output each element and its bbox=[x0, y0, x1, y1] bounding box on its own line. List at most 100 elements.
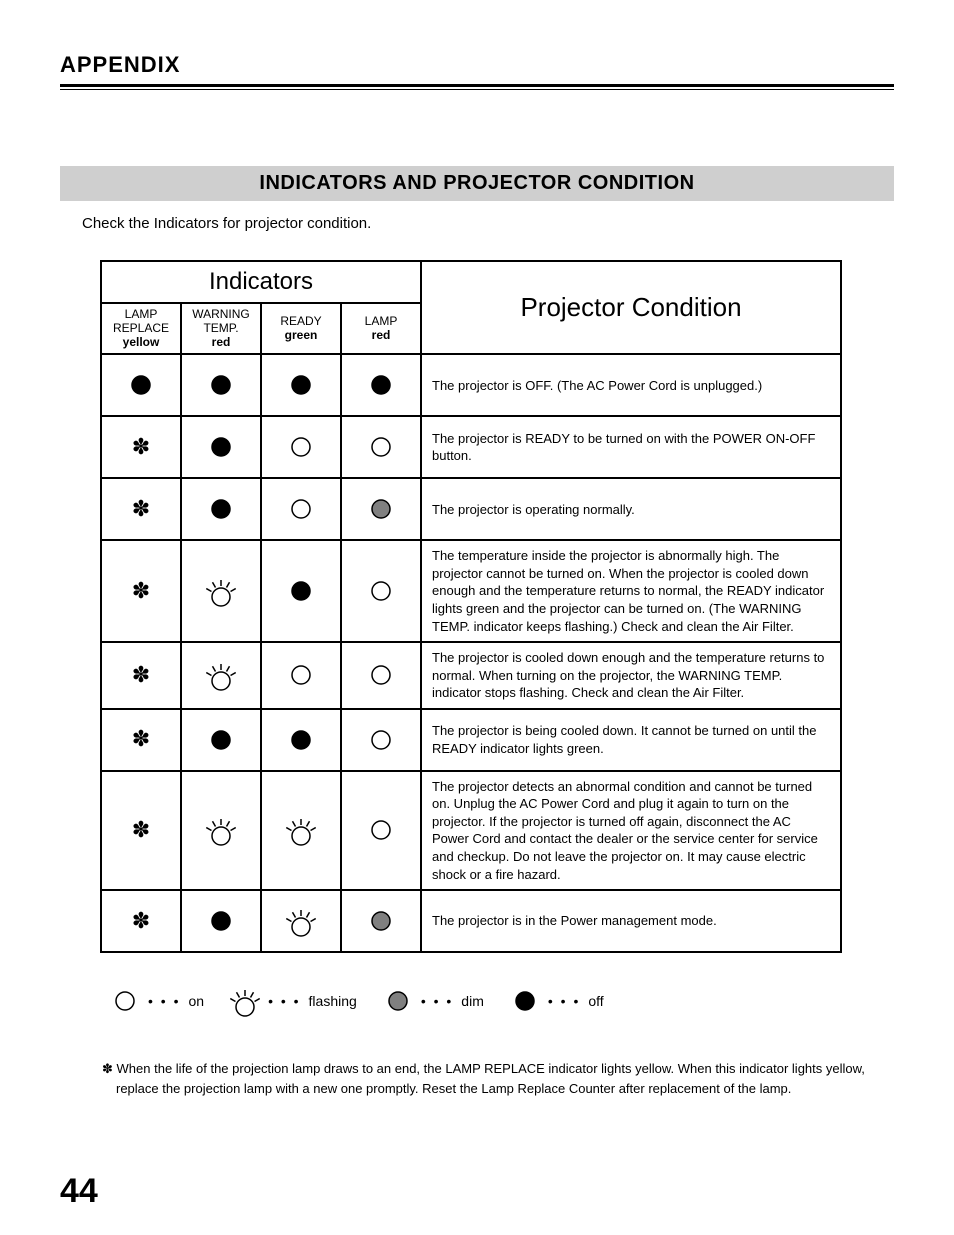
indicator-cell bbox=[341, 354, 421, 416]
asterisk-icon: ✽ bbox=[132, 726, 150, 751]
asterisk-icon: ✽ bbox=[132, 434, 150, 459]
column-header: READYgreen bbox=[261, 303, 341, 354]
solid-icon bbox=[126, 373, 156, 397]
condition-cell: The projector is OFF. (The AC Power Cord… bbox=[421, 354, 841, 416]
solid-icon bbox=[366, 373, 396, 397]
open-icon bbox=[366, 435, 396, 459]
dim-icon bbox=[366, 497, 396, 521]
legend-item: • • • on bbox=[110, 989, 204, 1013]
column-header: LAMPred bbox=[341, 303, 421, 354]
indicator-cell: ✽ bbox=[101, 709, 181, 771]
open-icon bbox=[366, 728, 396, 752]
table-row: ✽The projector is cooled down enough and… bbox=[101, 642, 841, 709]
condition-heading: Projector Condition bbox=[421, 261, 841, 354]
legend-item: • • • dim bbox=[383, 989, 484, 1013]
indicator-cell bbox=[261, 771, 341, 890]
indicator-cell bbox=[261, 478, 341, 540]
intro-text: Check the Indicators for projector condi… bbox=[82, 215, 894, 232]
solid-icon bbox=[206, 373, 236, 397]
table-row: ✽ The projector is operating normally. bbox=[101, 478, 841, 540]
indicator-cell bbox=[181, 890, 261, 952]
flashing-icon bbox=[206, 573, 236, 609]
legend: • • • on • • •flashing • • • dim • • • off bbox=[110, 983, 894, 1019]
indicator-cell bbox=[181, 540, 261, 642]
solid-icon bbox=[286, 728, 316, 752]
condition-cell: The projector is in the Power management… bbox=[421, 890, 841, 952]
flashing-icon bbox=[206, 657, 236, 693]
column-header: WARNINGTEMP.red bbox=[181, 303, 261, 354]
indicator-cell bbox=[261, 540, 341, 642]
open-icon bbox=[366, 579, 396, 603]
indicator-cell bbox=[261, 890, 341, 952]
indicator-cell: ✽ bbox=[101, 642, 181, 709]
solid-icon bbox=[206, 728, 236, 752]
solid-icon bbox=[206, 909, 236, 933]
legend-label: off bbox=[588, 993, 603, 1009]
indicator-table: Indicators Projector Condition LAMPREPLA… bbox=[100, 260, 842, 953]
asterisk-icon: ✽ bbox=[132, 578, 150, 603]
indicator-cell bbox=[261, 709, 341, 771]
solid-icon bbox=[206, 497, 236, 521]
indicator-cell: ✽ bbox=[101, 771, 181, 890]
footnote: ✽ When the life of the projection lamp d… bbox=[102, 1059, 894, 1098]
indicator-cell: ✽ bbox=[101, 890, 181, 952]
table-row: ✽ The projector detects an abnormal condi… bbox=[101, 771, 841, 890]
legend-item: • • •flashing bbox=[230, 983, 357, 1019]
condition-cell: The temperature inside the projector is … bbox=[421, 540, 841, 642]
indicator-cell bbox=[181, 354, 261, 416]
indicator-cell bbox=[181, 642, 261, 709]
table-row: ✽ The temperature inside the projector is… bbox=[101, 540, 841, 642]
table-row: ✽ The projector is READY to be turned on … bbox=[101, 416, 841, 478]
indicator-cell bbox=[341, 771, 421, 890]
footnote-marker: ✽ bbox=[102, 1061, 113, 1076]
open-icon bbox=[286, 435, 316, 459]
dim-icon bbox=[366, 909, 396, 933]
page-number: 44 bbox=[60, 1172, 98, 1211]
indicator-cell bbox=[261, 354, 341, 416]
indicator-cell: ✽ bbox=[101, 416, 181, 478]
solid-icon bbox=[510, 989, 540, 1013]
table-row: ✽ The projector is in the Power managemen… bbox=[101, 890, 841, 952]
page-banner: INDICATORS AND PROJECTOR CONDITION bbox=[60, 166, 894, 201]
legend-dots: • • • bbox=[148, 993, 180, 1009]
flashing-icon bbox=[206, 812, 236, 848]
flashing-icon bbox=[286, 903, 316, 939]
footnote-text: When the life of the projection lamp dra… bbox=[116, 1061, 865, 1096]
legend-label: on bbox=[188, 993, 204, 1009]
indicator-cell bbox=[341, 890, 421, 952]
asterisk-icon: ✽ bbox=[132, 817, 150, 842]
indicators-heading: Indicators bbox=[101, 261, 421, 303]
solid-icon bbox=[206, 435, 236, 459]
asterisk-icon: ✽ bbox=[132, 496, 150, 521]
indicator-cell bbox=[341, 709, 421, 771]
asterisk-icon: ✽ bbox=[132, 662, 150, 687]
indicator-cell bbox=[101, 354, 181, 416]
condition-cell: The projector is being cooled down. It c… bbox=[421, 709, 841, 771]
indicator-cell bbox=[341, 478, 421, 540]
legend-label: dim bbox=[461, 993, 484, 1009]
table-row: The projector is OFF. (The AC Power Cord… bbox=[101, 354, 841, 416]
indicator-cell bbox=[181, 478, 261, 540]
column-header: LAMPREPLACEyellow bbox=[101, 303, 181, 354]
condition-cell: The projector detects an abnormal condit… bbox=[421, 771, 841, 890]
indicator-cell bbox=[181, 709, 261, 771]
indicator-cell bbox=[181, 416, 261, 478]
flashing-icon bbox=[286, 812, 316, 848]
open-icon bbox=[286, 663, 316, 687]
flashing-icon bbox=[230, 983, 260, 1019]
condition-cell: The projector is operating normally. bbox=[421, 478, 841, 540]
indicator-cell bbox=[341, 416, 421, 478]
legend-dots: • • • bbox=[421, 993, 453, 1009]
legend-label: flashing bbox=[309, 993, 357, 1009]
legend-dots: • • • bbox=[548, 993, 580, 1009]
section-title: APPENDIX bbox=[60, 52, 894, 78]
indicator-cell bbox=[261, 642, 341, 709]
open-icon bbox=[366, 818, 396, 842]
rule-thin bbox=[60, 89, 894, 90]
open-icon bbox=[110, 989, 140, 1013]
indicator-cell: ✽ bbox=[101, 478, 181, 540]
indicator-cell bbox=[341, 642, 421, 709]
condition-cell: The projector is READY to be turned on w… bbox=[421, 416, 841, 478]
asterisk-icon: ✽ bbox=[132, 908, 150, 933]
dim-icon bbox=[383, 989, 413, 1013]
